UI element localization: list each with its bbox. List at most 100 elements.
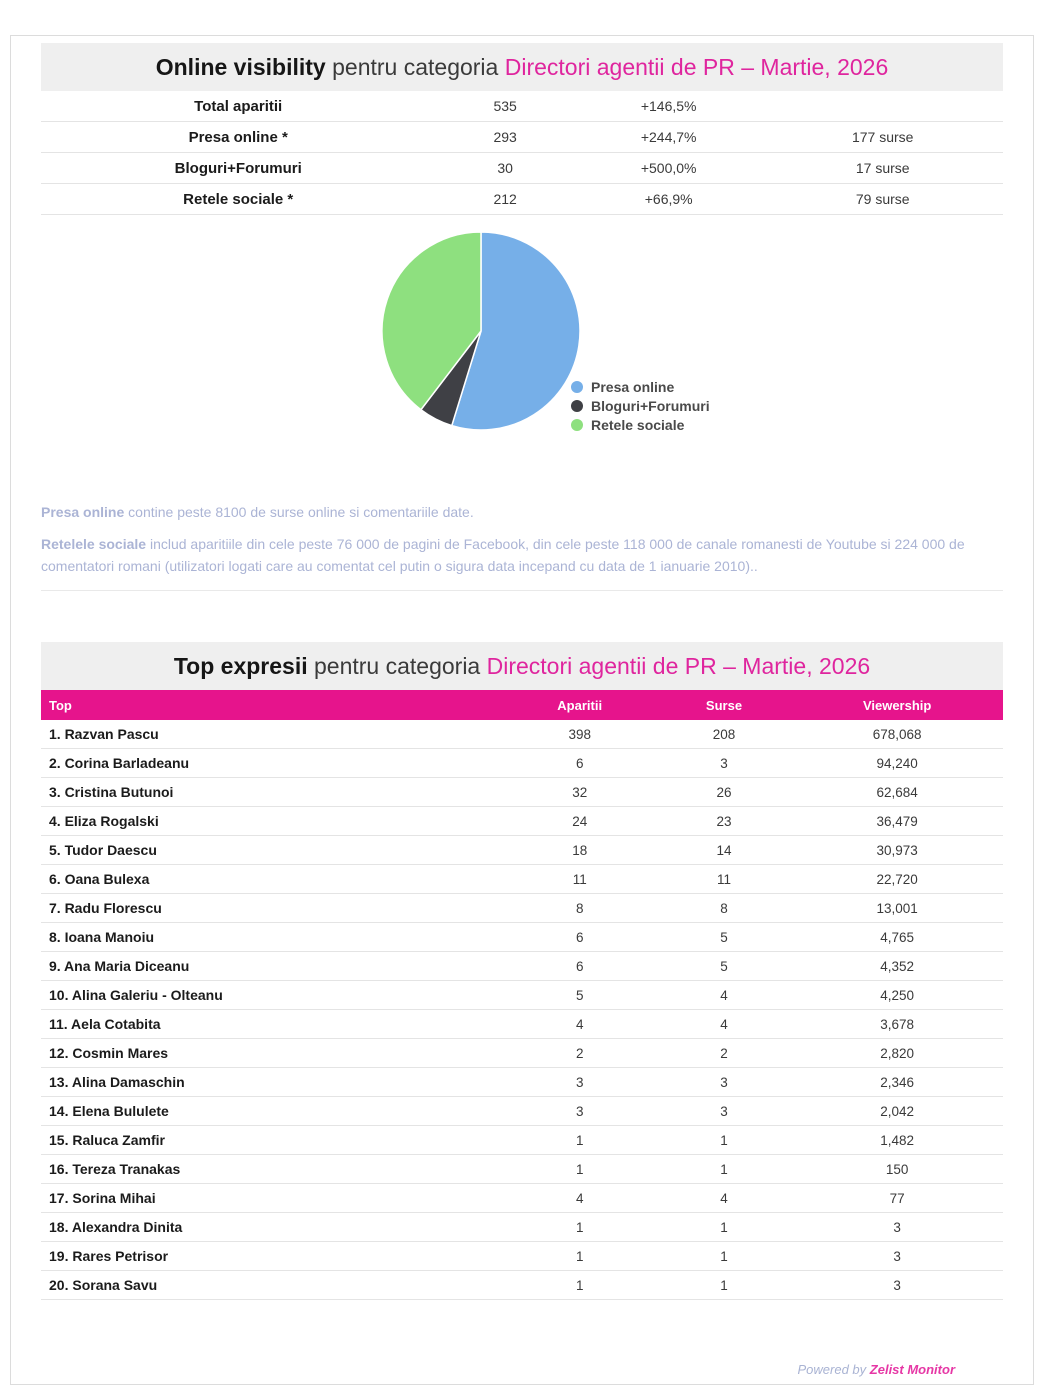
note-retele-sociale: Retelele sociale includ aparitiile din c… (41, 533, 1003, 578)
stats-cell-change: +146,5% (640, 98, 697, 114)
title-bold-text: Top expresii (173, 653, 308, 680)
cell-value: 77 (889, 1190, 905, 1206)
stats-cell-value: 293 (493, 129, 517, 145)
cell-name: 12. Cosmin Mares (49, 1045, 169, 1062)
legend-item: Presa online (571, 377, 710, 396)
cell-name: 4. Eliza Rogalski (49, 813, 159, 830)
cell-value: 1 (720, 1161, 728, 1177)
cell-value: 5 (575, 987, 584, 1003)
cell-value: 8 (720, 900, 728, 916)
cell-value: 3,678 (880, 1016, 915, 1032)
table-row: 5. Tudor Daescu 18 14 30,973 (41, 836, 1003, 866)
cell-name: 6. Oana Bulexa (49, 871, 150, 888)
title-bold-text: Online visibility (155, 54, 326, 80)
cell-name: 10. Alina Galeriu - Olteanu (49, 987, 223, 1004)
cell-value: 3 (575, 1074, 584, 1090)
stats-cell-value: 535 (493, 98, 517, 114)
legend-item: Retele sociale (571, 415, 710, 434)
table-row: 7. Radu Florescu 8 8 13,001 (41, 894, 1003, 924)
top-expresii-table-body: 1. Razvan Pascu 398 208 678,068 2. Corina Ba… (41, 720, 1003, 1301)
cell-value: 4,250 (880, 987, 915, 1003)
note-lead: Presa online (41, 504, 125, 520)
cell-value: 4 (720, 987, 728, 1003)
cell-value: 13,001 (876, 900, 918, 916)
legend-item: Bloguri+Forumuri (571, 396, 710, 415)
cell-value: 1 (575, 1248, 584, 1264)
report-page: Online visibility pentru categoria Direc… (10, 35, 1034, 1385)
legend-dot-icon (571, 418, 583, 431)
cell-value: 3 (720, 1074, 728, 1090)
cell-value: 8 (575, 900, 584, 916)
cell-value: 3 (893, 1219, 901, 1235)
cell-value: 4 (575, 1190, 584, 1206)
note-lead: Retelele sociale (41, 535, 147, 552)
title-category-text: Directori agentii de PR – Martie, 2026 (486, 653, 871, 680)
cell-name: 17. Sorina Mihai (49, 1190, 156, 1207)
stats-row: Retele sociale * 212 +66,9% 79 surse (41, 184, 1003, 215)
note-text: includ aparitiile din cele peste 76 000 … (41, 535, 965, 575)
table-row: 10. Alina Galeriu - Olteanu 5 4 4,250 (41, 981, 1003, 1011)
title-category-text: Directori agentii de PR – Martie, 2026 (504, 54, 889, 80)
table-row: 6. Oana Bulexa 11 11 22,720 (41, 865, 1003, 895)
cell-name: 5. Tudor Daescu (49, 842, 157, 859)
pie-legend: Presa online Bloguri+Forumuri Retele socia… (571, 377, 710, 434)
table-row: 13. Alina Damaschin 3 3 2,346 (41, 1068, 1003, 1098)
cell-name: 15. Raluca Zamfir (49, 1132, 165, 1149)
pie-chart (381, 231, 581, 431)
note-presa-online: Presa online contine peste 8100 de surse… (41, 501, 1003, 524)
legend-dot-icon (571, 399, 583, 412)
cell-value: 2 (720, 1045, 728, 1061)
footer: Powered by Zelist Monitor (41, 1362, 1003, 1377)
cell-value: 150 (885, 1161, 909, 1177)
online-visibility-title: Online visibility pentru categoria Direc… (41, 43, 1003, 91)
cell-value: 4 (575, 1016, 584, 1032)
cell-value: 1 (575, 1161, 584, 1177)
section-divider (41, 590, 1003, 592)
cell-value: 3 (893, 1277, 901, 1293)
stats-row: Total aparitii 535 +146,5% (41, 91, 1003, 122)
cell-value: 1 (720, 1219, 728, 1235)
cell-name: 19. Rares Petrisor (49, 1248, 169, 1265)
cell-value: 1 (720, 1132, 728, 1148)
legend-dot-icon (571, 380, 583, 393)
cell-name: 18. Alexandra Dinita (49, 1219, 183, 1236)
column-header-top: Top (49, 697, 72, 713)
cell-value: 11 (572, 871, 587, 887)
cell-value: 6 (575, 929, 584, 945)
table-row: 8. Ioana Manoiu 6 5 4,765 (41, 923, 1003, 953)
table-row: 1. Razvan Pascu 398 208 678,068 (41, 720, 1003, 750)
stats-cell-sources: 79 surse (855, 191, 910, 207)
zelist-monitor-link[interactable]: Zelist Monitor (869, 1362, 955, 1378)
top-expresii-table-header: Top Aparitii Surse Viewership (41, 690, 1003, 721)
cell-name: 14. Elena Bululete (49, 1103, 169, 1120)
cell-value: 24 (572, 813, 588, 829)
cell-value: 18 (572, 842, 588, 858)
table-row: 11. Aela Cotabita 4 4 3,678 (41, 1010, 1003, 1040)
column-header-viewership: Viewership (862, 697, 932, 713)
cell-value: 32 (572, 784, 588, 800)
column-header-aparitii: Aparitii (557, 697, 603, 713)
cell-value: 3 (893, 1248, 901, 1264)
cell-value: 398 (568, 726, 591, 742)
cell-value: 208 (712, 726, 736, 742)
cell-value: 4,765 (880, 929, 915, 945)
cell-name: 1. Razvan Pascu (49, 726, 159, 743)
cell-value: 2,042 (880, 1103, 915, 1119)
cell-value: 26 (716, 784, 732, 800)
stats-cell-label: Retele sociale * (183, 190, 294, 208)
cell-value: 36,479 (876, 813, 918, 829)
visibility-stats-table: Total aparitii 535 +146,5% Presa online * 29… (41, 91, 1003, 215)
cell-value: 62,684 (876, 784, 918, 800)
cell-value: 22,720 (876, 871, 918, 887)
cell-value: 4,352 (880, 958, 915, 974)
table-row: 2. Corina Barladeanu 6 3 94,240 (41, 749, 1003, 779)
stats-cell-change: +66,9% (644, 191, 693, 207)
stats-cell-change: +500,0% (640, 160, 697, 176)
table-row: 17. Sorina Mihai 4 4 77 (41, 1184, 1003, 1214)
cell-value: 6 (575, 958, 584, 974)
stats-row: Bloguri+Forumuri 30 +500,0% 17 surse (41, 153, 1003, 184)
table-row: 20. Sorana Savu 1 1 3 (41, 1271, 1003, 1301)
cell-value: 11 (716, 871, 731, 887)
table-row: 14. Elena Bululete 3 3 2,042 (41, 1097, 1003, 1127)
powered-by-text: Powered by (797, 1362, 870, 1378)
